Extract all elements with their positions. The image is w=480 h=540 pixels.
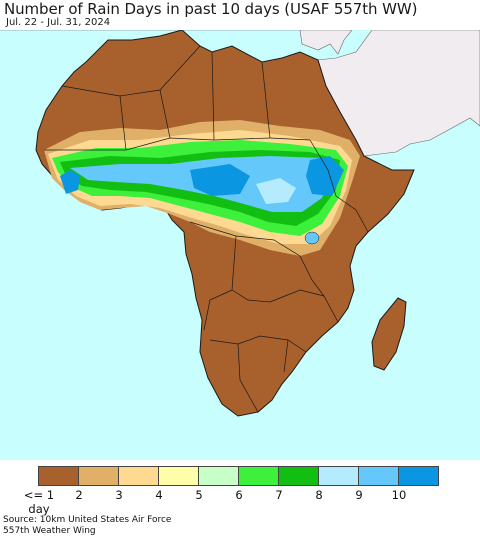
rain-zone-10-east [306, 156, 344, 196]
legend-label: <= 1 day [23, 488, 55, 516]
legend-swatch-7 [278, 466, 319, 486]
legend-label: 10 [391, 488, 407, 502]
rain-days-map [0, 30, 480, 460]
legend-labels: <= 1 day 2 3 4 5 6 7 8 9 10 [19, 488, 459, 516]
color-legend [38, 466, 439, 486]
legend-label: 6 [235, 488, 243, 502]
rain-band [44, 120, 360, 256]
rain-zone-10-central [190, 164, 250, 196]
europe-landmass [0, 30, 353, 55]
map-title: Number of Rain Days in past 10 days (USA… [4, 0, 418, 18]
legend-swatch-2 [78, 466, 119, 486]
legend-label: 3 [115, 488, 123, 502]
country-borders [44, 45, 369, 413]
rain-zone-8 [256, 178, 296, 204]
legend-label: 7 [275, 488, 283, 502]
source-line-2: 557th Weather Wing [3, 526, 96, 536]
legend-swatch-4 [158, 466, 199, 486]
date-range: Jul. 22 - Jul. 31, 2024 [6, 17, 111, 28]
legend-label: 2 [75, 488, 83, 502]
legend-label: 5 [195, 488, 203, 502]
legend-swatch-9 [358, 466, 399, 486]
lake-victoria [304, 231, 320, 245]
legend-swatch-6 [238, 466, 279, 486]
legend-swatch-3 [118, 466, 159, 486]
source-credit: Source: 10km United States Air Force 557… [3, 515, 171, 537]
rain-zone-10-west [60, 170, 80, 194]
legend-label: 9 [355, 488, 363, 502]
legend-swatch-10 [398, 466, 439, 486]
legend-swatch-5 [198, 466, 239, 486]
legend-label: 4 [155, 488, 163, 502]
legend-swatch-8 [318, 466, 359, 486]
legend-label: 8 [315, 488, 323, 502]
madagascar [371, 297, 407, 371]
legend-swatch-1 [38, 466, 79, 486]
source-line-1: Source: 10km United States Air Force [3, 515, 172, 525]
